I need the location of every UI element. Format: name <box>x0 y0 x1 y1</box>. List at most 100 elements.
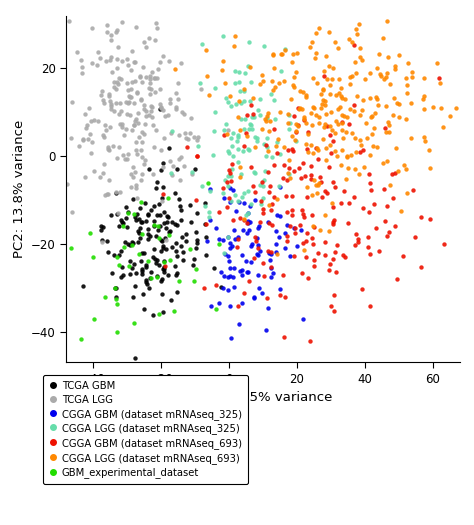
Point <box>278 0 286 4</box>
Point <box>158 290 165 298</box>
Point <box>351 193 358 202</box>
Point <box>258 71 266 80</box>
Point <box>147 274 155 282</box>
Point <box>238 266 246 275</box>
Point <box>313 143 320 152</box>
Point <box>318 193 326 201</box>
Point <box>165 228 173 237</box>
Point <box>82 173 89 182</box>
Point <box>156 222 164 230</box>
Point <box>142 73 150 81</box>
Point <box>112 27 120 36</box>
Point <box>154 211 161 219</box>
Point <box>420 132 428 141</box>
Point <box>356 52 364 61</box>
Point <box>390 93 397 102</box>
Point <box>127 93 134 102</box>
Point <box>118 218 126 226</box>
Point <box>212 224 220 232</box>
Point <box>129 173 137 182</box>
Point <box>365 170 373 178</box>
Point <box>120 243 128 251</box>
Point <box>202 219 210 228</box>
Point <box>343 128 350 136</box>
Point <box>149 311 156 319</box>
Point <box>237 99 245 107</box>
Point <box>140 130 148 138</box>
Point <box>366 302 374 310</box>
Point <box>220 125 228 134</box>
Point <box>182 134 190 142</box>
Point <box>321 187 329 195</box>
Point <box>265 127 273 135</box>
Point <box>167 227 174 236</box>
Point <box>321 101 328 109</box>
Point <box>389 194 397 203</box>
Point <box>253 250 261 258</box>
Point <box>310 223 318 232</box>
Point <box>78 335 85 343</box>
Point <box>267 206 275 214</box>
Point <box>164 271 172 279</box>
Point <box>303 145 310 153</box>
Point <box>352 133 359 142</box>
Point <box>147 268 155 277</box>
Point <box>346 105 354 113</box>
Point <box>65 17 73 26</box>
Point <box>446 112 454 120</box>
Point <box>331 38 339 46</box>
Point <box>289 131 296 140</box>
Point <box>118 17 126 26</box>
Point <box>232 100 240 108</box>
Point <box>142 277 150 286</box>
Point <box>137 145 145 154</box>
Point <box>228 160 235 168</box>
Point <box>304 274 312 282</box>
Point <box>352 230 359 238</box>
Point <box>176 176 184 184</box>
Point <box>177 58 184 67</box>
Legend: TCGA GBM, TCGA LGG, CGGA GBM (dataset mRNAseq_325), CGGA LGG (dataset mRNAseq_32: TCGA GBM, TCGA LGG, CGGA GBM (dataset mR… <box>43 375 248 485</box>
Point <box>109 269 116 277</box>
Point <box>123 55 130 63</box>
Point <box>134 109 142 118</box>
Point <box>174 79 182 87</box>
Point <box>394 167 401 175</box>
Point <box>265 218 273 227</box>
Point <box>244 62 251 70</box>
Point <box>235 96 242 104</box>
Point <box>355 20 363 28</box>
Point <box>338 118 346 127</box>
Point <box>347 151 355 159</box>
Point <box>118 120 126 129</box>
Point <box>313 29 320 37</box>
Point <box>94 117 101 125</box>
Point <box>156 99 164 108</box>
Point <box>211 84 219 92</box>
Point <box>130 259 138 268</box>
Point <box>348 129 356 137</box>
Point <box>120 130 128 139</box>
Point <box>80 282 87 290</box>
Point <box>283 208 291 216</box>
Point <box>331 248 339 257</box>
Point <box>149 121 157 130</box>
Point <box>402 114 410 123</box>
Point <box>253 133 260 142</box>
Point <box>251 196 258 204</box>
Point <box>145 209 152 218</box>
Point <box>116 143 123 151</box>
Point <box>159 242 167 250</box>
Point <box>382 123 389 132</box>
Point <box>138 78 146 86</box>
Point <box>118 107 125 115</box>
Point <box>159 106 167 114</box>
Point <box>153 177 161 186</box>
Point <box>115 222 122 230</box>
Point <box>324 75 331 83</box>
Point <box>55 81 63 89</box>
Point <box>159 275 166 284</box>
Point <box>244 228 251 237</box>
Point <box>297 173 304 182</box>
Point <box>300 116 308 124</box>
